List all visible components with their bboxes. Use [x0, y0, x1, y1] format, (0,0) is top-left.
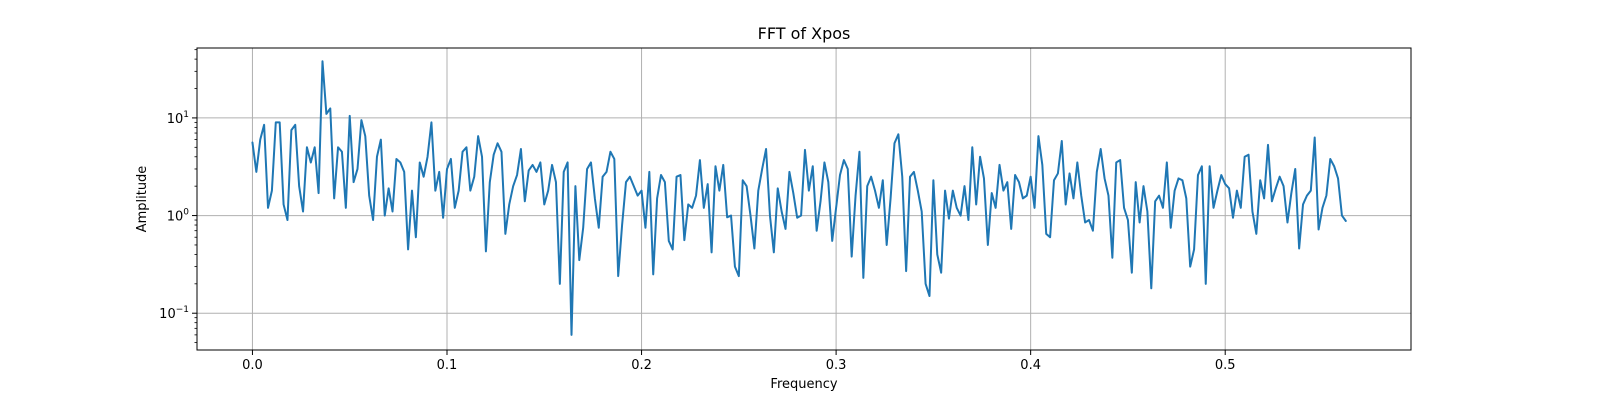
x-tick-label: 0.5	[1215, 358, 1236, 373]
x-tick-label: 0.3	[826, 358, 847, 373]
x-tick-label: 0.4	[1020, 358, 1041, 373]
x-tick-label: 0.2	[631, 358, 652, 373]
axes-frame	[196, 47, 1412, 351]
y-tick-label: 101	[167, 110, 189, 127]
chart-title: FFT of Xpos	[758, 24, 851, 43]
ticks: 0.0 0.1 0.2 0.3 0.4 0.5 10−1 100 101	[159, 49, 1236, 373]
x-axis-label: Frequency	[770, 377, 837, 392]
y-axis-label: Amplitude	[135, 166, 150, 233]
x-tick-label: 0.1	[437, 358, 458, 373]
series-line	[251, 60, 1347, 336]
x-tick-label: 0.0	[242, 358, 263, 373]
y-tick-label: 100	[167, 208, 190, 225]
y-tick-label: 10−1	[159, 305, 189, 322]
